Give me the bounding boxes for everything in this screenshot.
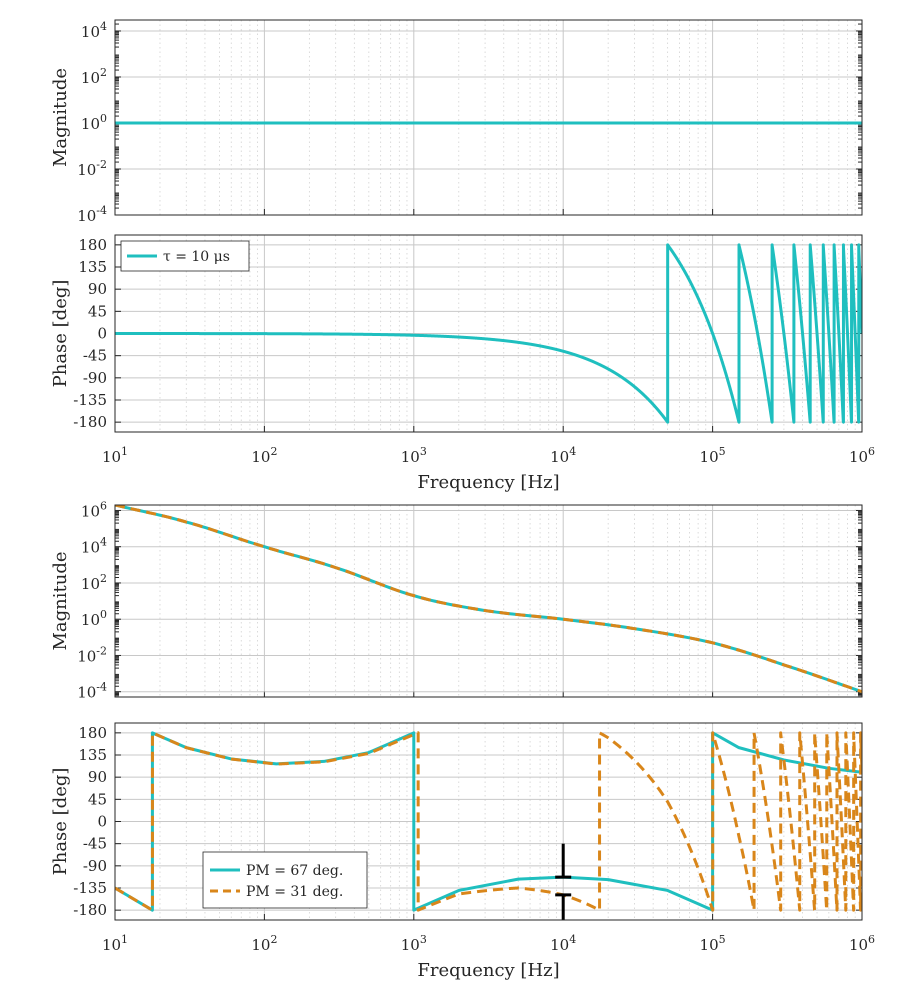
x-axis-label: Frequency [Hz]: [417, 472, 559, 493]
y-tick-label: 100: [81, 608, 107, 629]
x-axis-label: Frequency [Hz]: [417, 960, 559, 981]
plot-lines: [115, 505, 862, 694]
plot-lines: [115, 243, 862, 424]
y-axis-label: Magnitude: [50, 551, 71, 650]
y-tick-label: 104: [81, 20, 107, 41]
y-tick-label: -90: [83, 857, 107, 875]
x-tick-label: 101: [102, 445, 128, 466]
x-tick-label: 102: [251, 933, 277, 954]
legend-label: τ = 10 μs: [163, 249, 230, 265]
magnitude-plot-loop: 10-4 10-2 100 102 104 106 Magnitude: [50, 499, 863, 702]
y-tick-label: -135: [73, 391, 107, 409]
y-tick-label: 10-2: [77, 158, 107, 179]
y-tick-label: 10-4: [77, 681, 107, 702]
plot-frame: [114, 234, 863, 433]
phase-plot-loop: 101 102 103 104 105 106 180 135 90 45 0 -45 -90 -135 -…: [50, 722, 875, 981]
y-axis-label: Phase [deg]: [50, 768, 71, 876]
legend-label: PM = 67 deg.: [246, 863, 343, 879]
phase-plot-delay: 101 102 103 104 105 106 180 135 90 45 0 -45 -90 -135 -…: [50, 234, 875, 493]
y-tick-label: -90: [83, 369, 107, 387]
x-tick-label: 106: [849, 445, 875, 466]
y-tick-label: -180: [73, 901, 107, 919]
y-tick-label: 135: [78, 746, 107, 764]
x-tick-label: 103: [401, 445, 427, 466]
x-tick-label: 105: [700, 933, 726, 954]
x-tick-label: 102: [251, 445, 277, 466]
x-tick-label: 105: [700, 445, 726, 466]
y-axis-label: Magnitude: [50, 68, 71, 167]
plot-frame: [114, 722, 863, 921]
legend: τ = 10 μs: [120, 240, 250, 272]
y-tick-label: -180: [73, 413, 107, 431]
y-tick-label: 10-4: [77, 204, 107, 225]
x-tick-label: 103: [401, 933, 427, 954]
y-tick-label: -45: [83, 347, 107, 365]
x-tick-label: 104: [550, 933, 576, 954]
legend-box: [202, 851, 368, 909]
y-tick-label: 135: [78, 258, 107, 276]
y-tick-label: 106: [81, 499, 107, 520]
y-tick-label: 180: [78, 236, 107, 254]
y-axis-label: Phase [deg]: [50, 280, 71, 388]
y-tick-label: 102: [81, 572, 107, 593]
series-line-1: [115, 505, 862, 694]
x-tick-label: 101: [102, 933, 128, 954]
series-line-0: [115, 243, 862, 424]
y-tick-label: 90: [88, 280, 107, 298]
legend-label: PM = 31 deg.: [246, 884, 343, 900]
y-tick-label: 0: [97, 813, 107, 831]
y-tick-label: 104: [81, 536, 107, 557]
x-tick-label: 106: [849, 933, 875, 954]
y-tick-label: 180: [78, 724, 107, 742]
y-tick-label: -45: [83, 835, 107, 853]
y-tick-label: 45: [88, 790, 107, 808]
plot-frame: [114, 19, 863, 216]
plot-lines: [115, 731, 862, 920]
magnitude-plot-delay: 10-4 10-2 100 102 104 Magnitude: [50, 19, 863, 225]
series-line-1: [115, 731, 862, 912]
y-tick-label: -135: [73, 879, 107, 897]
y-tick-label: 45: [88, 302, 107, 320]
y-tick-label: 10-2: [77, 644, 107, 665]
plot-frame: [114, 504, 863, 698]
y-tick-label: 102: [81, 66, 107, 87]
y-tick-label: 90: [88, 768, 107, 786]
series-line-0: [115, 505, 862, 694]
legend: PM = 67 deg. PM = 31 deg.: [202, 851, 368, 909]
x-tick-label: 104: [550, 445, 576, 466]
y-tick-label: 0: [97, 325, 107, 343]
y-tick-label: 100: [81, 112, 107, 133]
